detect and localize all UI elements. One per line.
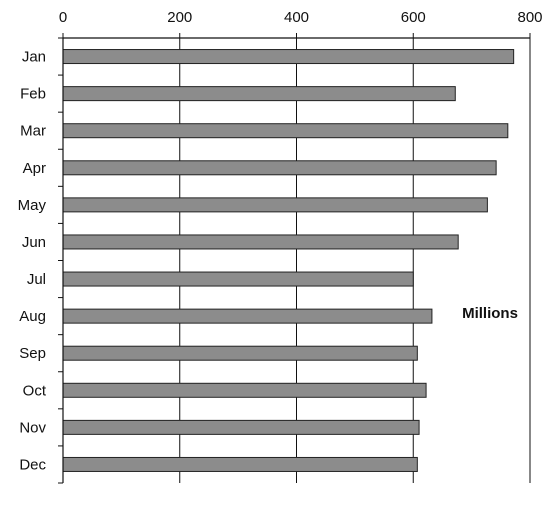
bars bbox=[62, 49, 515, 472]
y-tick-label: Mar bbox=[20, 123, 46, 140]
x-tick-label: 0 bbox=[59, 9, 67, 26]
y-tick-label: May bbox=[18, 197, 47, 214]
bar-may bbox=[62, 197, 488, 213]
bar-dec bbox=[62, 456, 418, 472]
bar-nov bbox=[62, 419, 420, 435]
x-tick-label: 200 bbox=[167, 9, 192, 26]
bar-jan bbox=[62, 49, 515, 65]
bar-sep bbox=[62, 345, 418, 361]
y-tick-label: Jan bbox=[22, 49, 46, 66]
grid-lines bbox=[179, 38, 531, 483]
axis-unit-label: Millions bbox=[462, 305, 518, 322]
axes bbox=[58, 33, 531, 484]
y-tick-label: Jun bbox=[22, 234, 46, 251]
y-tick-label: Nov bbox=[19, 419, 46, 436]
y-tick-label: Aug bbox=[19, 308, 46, 325]
x-tick-label: 600 bbox=[401, 9, 426, 26]
bar-aug bbox=[62, 308, 433, 324]
bar-jul bbox=[62, 271, 414, 287]
y-tick-label: Sep bbox=[19, 345, 46, 362]
y-tick-label: Oct bbox=[23, 382, 47, 399]
y-tick-label: Feb bbox=[20, 86, 46, 103]
x-tick-label: 800 bbox=[517, 9, 542, 26]
x-tick-label: 400 bbox=[284, 9, 309, 26]
bar-apr bbox=[62, 160, 497, 176]
y-tick-label: Jul bbox=[27, 271, 46, 288]
y-tick-label: Dec bbox=[19, 456, 46, 473]
labels: 0 200 400 600 800 Jan Feb Mar Apr May Jun Jul Aug Sep… bbox=[18, 9, 543, 473]
bar-feb bbox=[62, 86, 456, 102]
bar-jun bbox=[62, 234, 459, 250]
bar-oct bbox=[62, 382, 427, 398]
y-tick-label: Apr bbox=[23, 160, 46, 177]
bar-mar bbox=[62, 123, 509, 139]
